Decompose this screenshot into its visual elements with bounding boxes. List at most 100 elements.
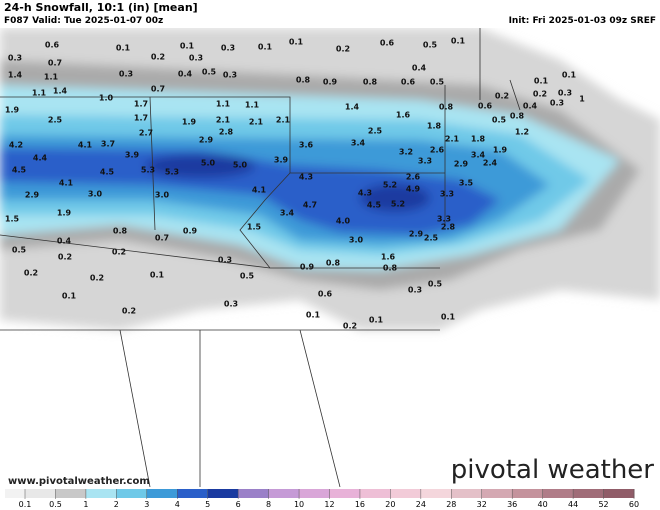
colorbar-lead bbox=[5, 489, 25, 498]
map-value-label: 0.2 bbox=[122, 307, 136, 316]
colorbar-segment bbox=[268, 489, 300, 498]
map-value-label: 2.1 bbox=[216, 116, 231, 125]
map-value-label: 1.9 bbox=[493, 146, 508, 155]
colorbar-label: 1 bbox=[83, 500, 88, 509]
colorbar-segment bbox=[481, 489, 513, 498]
map-value-label: 0.2 bbox=[24, 269, 38, 278]
state-borders bbox=[0, 28, 521, 488]
map-value-label: 4.5 bbox=[100, 168, 115, 177]
map-value-label: 0.9 bbox=[300, 263, 315, 272]
map-value-label: 0.8 bbox=[326, 259, 341, 268]
colorbar-label: 0.5 bbox=[49, 500, 62, 509]
map-value-label: 1.0 bbox=[99, 94, 114, 103]
map-value-label: 3.0 bbox=[155, 191, 170, 200]
colorbar-segment bbox=[390, 489, 422, 498]
map-value-label: 0.2 bbox=[343, 322, 357, 331]
map-value-label: 3.3 bbox=[437, 215, 451, 224]
map-value-label: 0.2 bbox=[151, 53, 165, 62]
colorbar-segment bbox=[85, 489, 117, 498]
map-value-label: 1.1 bbox=[32, 89, 47, 98]
map-value-label: 0.4 bbox=[178, 70, 193, 79]
map-value-label: 2.9 bbox=[409, 230, 424, 239]
colorbar-label: 4 bbox=[175, 500, 180, 509]
map-value-label: 1.1 bbox=[44, 73, 59, 82]
map-value-label: 0.1 bbox=[258, 43, 273, 52]
logo: pivotal weather bbox=[451, 455, 654, 485]
map-value-label: 0.1 bbox=[451, 37, 466, 46]
map-value-label: 0.2 bbox=[533, 90, 547, 99]
colorbar-label: 8 bbox=[266, 500, 271, 509]
colorbar-label: 24 bbox=[416, 500, 426, 509]
map-value-label: 0.7 bbox=[48, 59, 62, 68]
map-value-label: 2.6 bbox=[406, 173, 421, 182]
colorbar-segment bbox=[55, 489, 87, 498]
map-value-label: 0.8 bbox=[510, 112, 525, 121]
map-value-label: 0.1 bbox=[369, 316, 384, 325]
colorbar-label: 44 bbox=[568, 500, 578, 509]
map-value-label: 4.1 bbox=[59, 179, 74, 188]
map-value-label: 4.7 bbox=[303, 201, 317, 210]
map-value-label: 2.6 bbox=[430, 146, 445, 155]
map-value-label: 2.1 bbox=[249, 118, 264, 127]
map-value-label: 0.1 bbox=[306, 311, 321, 320]
colorbar-segment bbox=[177, 489, 209, 498]
map-value-label: 2.7 bbox=[139, 129, 153, 138]
map-value-label: 0.4 bbox=[57, 237, 72, 246]
map-value-label: 4.2 bbox=[9, 141, 23, 150]
map-value-label: 2.8 bbox=[219, 128, 234, 137]
map-value-label: 0.8 bbox=[296, 76, 311, 85]
map-value-label: 4.5 bbox=[12, 166, 27, 175]
map-value-label: 3.4 bbox=[471, 151, 486, 160]
colorbar-segment bbox=[451, 489, 483, 498]
map-value-label: 0.1 bbox=[116, 44, 131, 53]
colorbar-segment bbox=[359, 489, 391, 498]
colorbar-label: 10 bbox=[294, 500, 304, 509]
map-value-label: 2.5 bbox=[368, 127, 383, 136]
map-value-label: 0.8 bbox=[113, 227, 128, 236]
map-value-label: 3.4 bbox=[280, 209, 295, 218]
map-value-label: 0.1 bbox=[289, 38, 304, 47]
map-value-label: 0.2 bbox=[336, 45, 350, 54]
map-value-label: 0.3 bbox=[224, 300, 238, 309]
map-value-label: 2.9 bbox=[199, 136, 214, 145]
map-value-label: 1.1 bbox=[216, 100, 231, 109]
map-value-label: 3.4 bbox=[351, 139, 366, 148]
map-value-label: 1.7 bbox=[134, 114, 148, 123]
map-value-label: 0.1 bbox=[62, 292, 77, 301]
colorbar-label: 32 bbox=[477, 500, 487, 509]
map-value-label: 1.5 bbox=[247, 223, 262, 232]
map-value-label: 0.3 bbox=[119, 70, 133, 79]
colorbar-label: 6 bbox=[236, 500, 241, 509]
colorbar-label: 28 bbox=[446, 500, 456, 509]
map-value-label: 0.1 bbox=[180, 42, 195, 51]
map-value-label: 3.5 bbox=[459, 179, 474, 188]
map-value-label: 2.8 bbox=[441, 223, 456, 232]
colorbar-segment bbox=[329, 489, 361, 498]
colorbar-label: 5 bbox=[205, 500, 210, 509]
map-value-label: 0.9 bbox=[323, 78, 338, 87]
map-value-label: 5.0 bbox=[233, 161, 248, 170]
colorbar-label: 20 bbox=[385, 500, 395, 509]
map-value-label: 1.1 bbox=[245, 101, 260, 110]
map-value-label: 1.4 bbox=[53, 87, 68, 96]
map-value-label: 0.1 bbox=[441, 313, 456, 322]
title: 24-h Snowfall, 10:1 (in) [mean] bbox=[4, 1, 198, 14]
map-value-label: 2.4 bbox=[483, 159, 498, 168]
map-value-label: 4.9 bbox=[406, 185, 421, 194]
map-value-label: 2.9 bbox=[25, 191, 40, 200]
colorbar-segment bbox=[207, 489, 239, 498]
colorbar-label: 60 bbox=[629, 500, 639, 509]
map-value-label: 0.3 bbox=[189, 54, 203, 63]
map-value-label: 4.4 bbox=[33, 154, 48, 163]
map-value-label: 0.7 bbox=[155, 234, 169, 243]
map-value-label: 3.7 bbox=[101, 140, 115, 149]
map-value-label: 0.3 bbox=[223, 71, 237, 80]
map-value-label: 2.5 bbox=[48, 116, 63, 125]
map-value-label: 4.3 bbox=[299, 173, 313, 182]
map-value-label: 0.3 bbox=[550, 99, 564, 108]
map-value-label: 0.1 bbox=[562, 71, 577, 80]
map-value-label: 0.5 bbox=[202, 68, 217, 77]
map-value-label: 0.9 bbox=[183, 227, 198, 236]
